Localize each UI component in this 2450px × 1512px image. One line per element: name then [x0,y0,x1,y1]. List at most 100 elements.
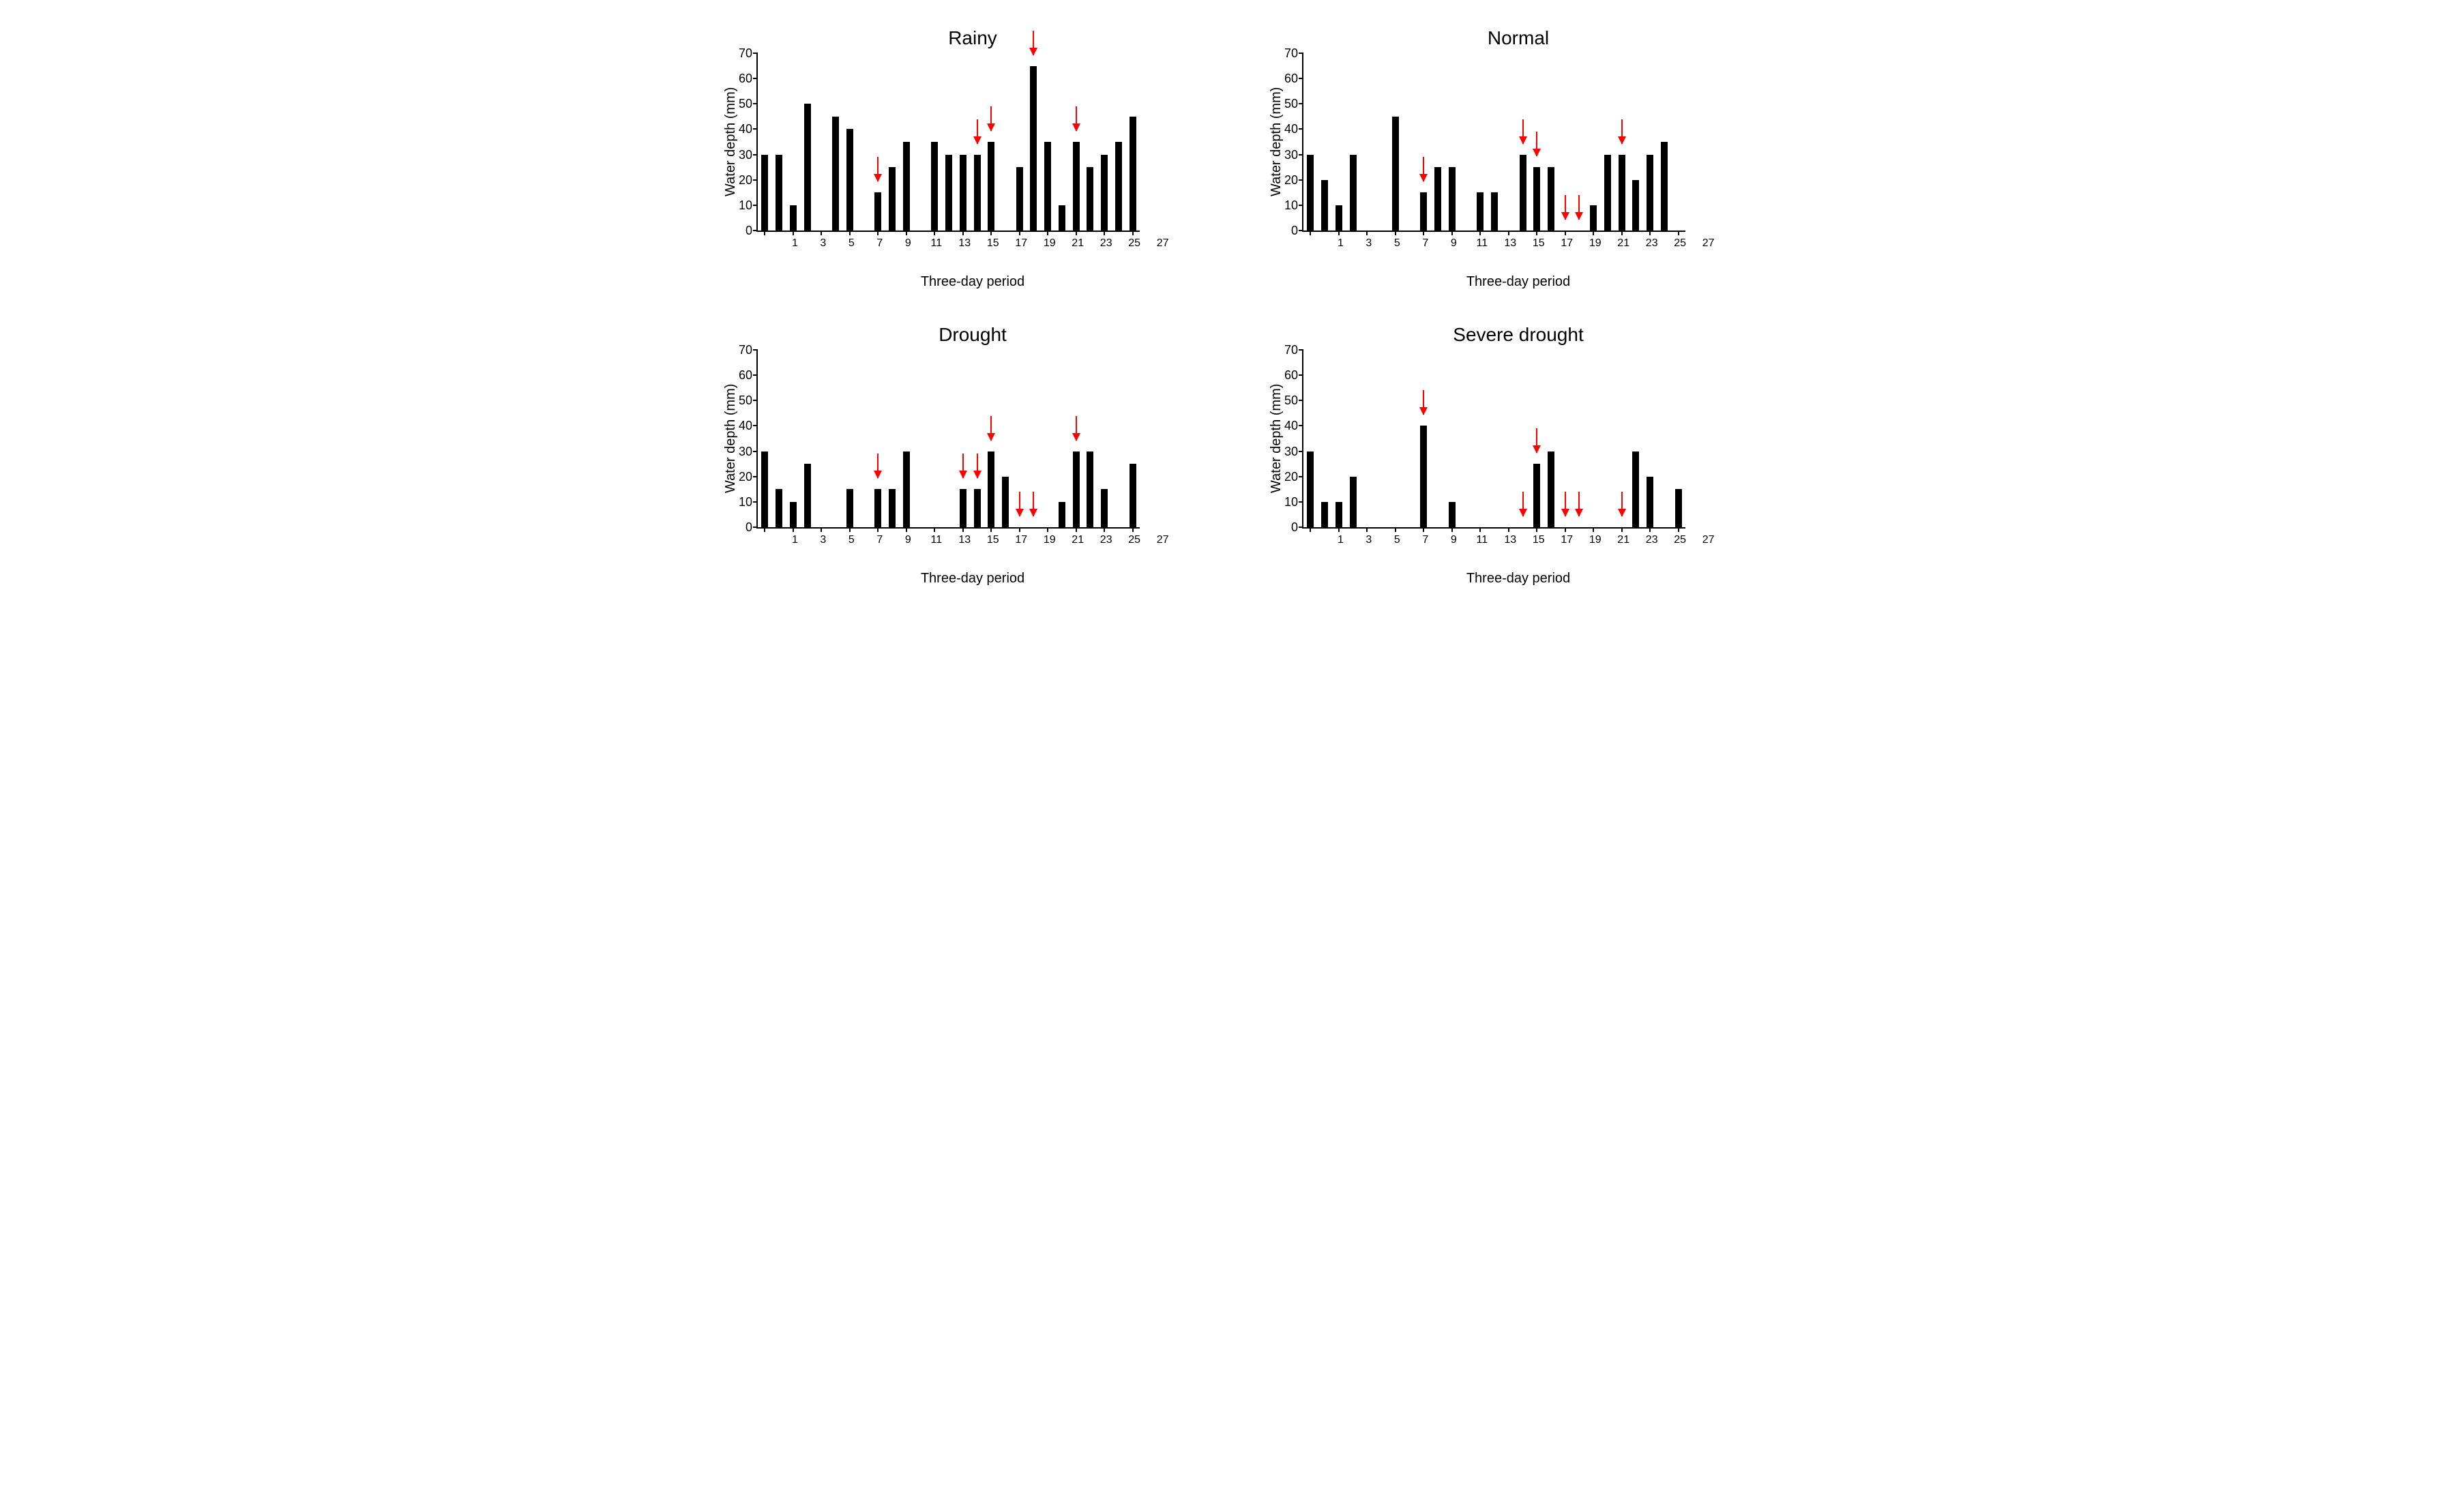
bar [1115,142,1122,231]
annotation-arrow-icon [1033,492,1034,516]
x-tick-label: 27 [1157,237,1169,250]
bar [1548,167,1554,231]
bar [1321,502,1328,527]
y-tick-mark [1299,53,1303,54]
bar [1350,477,1357,527]
bar [1647,155,1653,231]
annotation-arrow-icon [1423,390,1424,415]
y-tick-mark [753,205,758,206]
bar [974,489,981,527]
x-tick-label: 25 [1674,534,1686,546]
y-tick-mark [1299,451,1303,452]
bar [1030,66,1037,231]
y-tick-mark [753,476,758,477]
x-tick-mark [1310,231,1311,235]
bar [1059,205,1065,231]
bar [790,502,797,527]
annotation-arrow-icon [877,454,879,478]
y-tick-mark [753,78,758,79]
annotation-arrow-icon [1522,119,1524,144]
x-tick-label: 11 [930,534,942,546]
bar [1420,426,1427,527]
x-tick-label: 21 [1072,237,1084,250]
x-tick-label: 1 [1338,534,1344,546]
x-tick-label: 19 [1044,534,1056,546]
bar [931,142,938,231]
x-tick-label: 23 [1100,237,1112,250]
x-tick-label: 7 [876,534,883,546]
y-tick-mark [753,501,758,503]
y-tick-mark [1299,128,1303,130]
x-tick-label: 21 [1072,534,1084,546]
bar [1675,489,1682,527]
annotation-arrow-icon [1565,492,1566,516]
x-tick-label: 15 [1533,534,1545,546]
plot-area [1302,53,1685,232]
x-tick-label: 3 [1366,237,1372,250]
annotation-arrow-icon [977,454,978,478]
annotation-arrow-icon [877,157,879,181]
bar [1130,117,1136,231]
x-tick-label: 9 [905,534,911,546]
chart-grid: RainyWater depth (mm)706050403020100Wate… [720,27,1730,587]
annotation-arrow-icon [990,416,992,441]
bar [945,155,952,231]
y-axis-label: Water depth (mm) [1266,53,1284,231]
x-tick-label: 9 [905,237,911,250]
x-axis-label: Three-day period [761,274,1184,290]
bar [1392,117,1399,231]
panel-normal: NormalWater depth (mm)706050403020100Wat… [1266,27,1730,290]
y-tick-mark [753,425,758,426]
x-tick-label: 15 [987,237,999,250]
x-tick-label: 5 [1394,237,1400,250]
x-tick-label: 23 [1646,237,1658,250]
panel-drought: DroughtWater depth (mm)706050403020100Wa… [720,324,1184,587]
bar [1073,142,1080,231]
y-tick-mark [1299,154,1303,155]
annotation-arrow-icon [1536,428,1537,453]
annotation-arrow-icon [1536,132,1537,156]
bar [846,129,853,231]
y-tick-mark [753,349,758,351]
bar [1420,192,1427,231]
x-tick-label: 15 [1533,237,1545,250]
x-tick-label: 7 [1422,237,1428,250]
bar [889,167,896,231]
y-tick-mark [1299,501,1303,503]
y-tick-mark [1299,230,1303,231]
x-tick-label: 5 [848,237,855,250]
annotation-arrow-icon [1621,492,1623,516]
x-tick-label: 5 [1394,534,1400,546]
x-tick-label: 13 [958,237,971,250]
bar [1491,192,1498,231]
x-tick-label: 23 [1646,534,1658,546]
bar [1350,155,1357,231]
x-tick-label: 17 [1561,534,1573,546]
bar [1101,489,1108,527]
x-tick-label: 19 [1044,237,1056,250]
bar [988,142,994,231]
annotation-arrow-icon [1033,31,1034,55]
plot-area [756,350,1140,529]
bar [761,155,768,231]
chart-wrap: Water depth (mm)706050403020100 [720,350,1184,529]
annotation-arrow-icon [977,119,978,144]
bar [1335,205,1342,231]
x-tick-label: 1 [792,534,798,546]
bar [776,489,782,527]
panel-title: Severe drought [1307,324,1730,346]
x-tick-label: 21 [1617,237,1629,250]
panel-severe-drought: Severe droughtWater depth (mm)7060504030… [1266,324,1730,587]
bar [1647,477,1653,527]
y-tick-mark [1299,400,1303,401]
x-tick-label: 11 [1476,534,1488,546]
y-tick-mark [753,527,758,528]
bar [1059,502,1065,527]
x-tick-label: 25 [1128,534,1140,546]
bar [1604,155,1611,231]
y-tick-mark [1299,103,1303,104]
x-tick-label: 3 [1366,534,1372,546]
x-axis-label: Three-day period [1307,571,1730,587]
bar [1307,451,1314,527]
x-tick-label: 13 [1504,237,1516,250]
